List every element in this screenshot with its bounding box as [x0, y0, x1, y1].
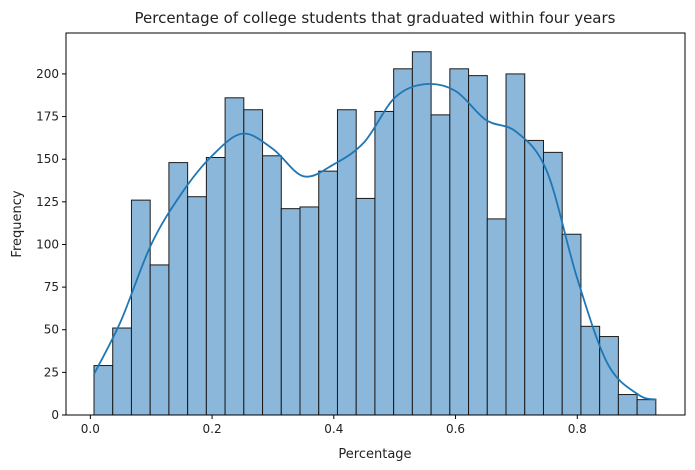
- histogram-bar: [336, 109, 357, 416]
- histogram-bar: [149, 264, 170, 416]
- histogram-bar: [617, 394, 638, 416]
- x-tick-label: 0.6: [446, 422, 465, 436]
- histogram-bar: [449, 68, 470, 416]
- histogram-bar: [262, 155, 282, 416]
- histogram-bar: [187, 196, 207, 416]
- y-tick-label: 0: [51, 408, 59, 422]
- y-tick-label: 125: [36, 195, 59, 209]
- histogram-bar: [468, 75, 488, 416]
- histogram-bar: [355, 197, 376, 416]
- histogram-bar: [374, 110, 395, 416]
- y-tick-label: 100: [36, 237, 59, 251]
- histogram-bar: [205, 156, 226, 416]
- y-tick-label: 25: [44, 365, 59, 379]
- x-tick-label: 0.8: [568, 422, 587, 436]
- histogram-bar: [393, 68, 413, 416]
- plot-frame: [65, 32, 686, 416]
- histogram-bar: [524, 139, 544, 416]
- histogram-bar: [411, 51, 432, 416]
- histogram-bar: [486, 218, 507, 416]
- x-tick-label: 0.2: [203, 422, 222, 436]
- histogram-bar: [168, 162, 189, 416]
- histogram-bar: [299, 206, 320, 416]
- axes-layer: 0.0 0.2 0.4 0.6 0.8 0 25 50 75 100 125 150 175 200: [36, 32, 686, 436]
- histogram-bar: [636, 399, 657, 416]
- histogram-bar: [93, 365, 114, 416]
- y-axis-label: Frequency: [10, 190, 25, 257]
- chart-title: Percentage of college students that grad…: [135, 9, 616, 27]
- bars-layer: [93, 51, 657, 416]
- histogram-bar: [112, 327, 132, 416]
- histogram-bar: [243, 109, 264, 416]
- histogram-bar: [505, 73, 526, 416]
- histogram-bar: [430, 114, 451, 416]
- y-tick-label: 175: [36, 110, 59, 124]
- histogram-bar: [224, 97, 245, 416]
- x-tick-label: 0.4: [324, 422, 343, 436]
- x-axis-label: Percentage: [338, 447, 411, 462]
- histogram-bar: [280, 208, 301, 416]
- y-tick-label: 200: [36, 67, 59, 81]
- histogram-bar: [130, 199, 151, 416]
- y-tick-label: 50: [44, 323, 59, 337]
- histogram-bar: [318, 170, 338, 416]
- y-tick-label: 150: [36, 152, 59, 166]
- kde-line: [93, 82, 657, 401]
- y-tick-label: 75: [44, 280, 59, 294]
- x-tick-label: 0.0: [81, 422, 100, 436]
